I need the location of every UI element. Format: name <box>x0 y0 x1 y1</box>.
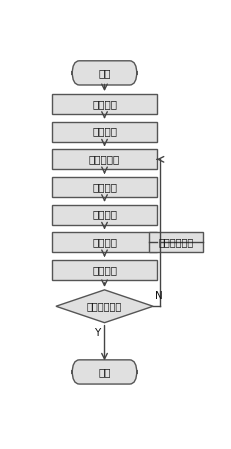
Text: 开始: 开始 <box>98 68 110 78</box>
FancyBboxPatch shape <box>52 122 156 142</box>
Text: 数据分析: 数据分析 <box>92 265 116 275</box>
Text: 充电环节: 充电环节 <box>92 182 116 192</box>
Text: 结束: 结束 <box>98 367 110 377</box>
Text: Y: Y <box>94 328 100 338</box>
FancyBboxPatch shape <box>52 260 156 280</box>
Text: 放电环节: 放电环节 <box>92 210 116 220</box>
Text: 系统初始化: 系统初始化 <box>88 154 120 164</box>
FancyBboxPatch shape <box>52 94 156 114</box>
Text: 消除残余电荷: 消除残余电荷 <box>158 238 193 247</box>
FancyBboxPatch shape <box>52 177 156 197</box>
Polygon shape <box>56 290 152 323</box>
FancyBboxPatch shape <box>52 150 156 169</box>
FancyBboxPatch shape <box>52 205 156 224</box>
Text: N: N <box>154 291 162 301</box>
FancyBboxPatch shape <box>72 61 136 85</box>
FancyBboxPatch shape <box>52 232 156 252</box>
FancyBboxPatch shape <box>149 232 203 252</box>
Text: 设置参数: 设置参数 <box>92 99 116 109</box>
FancyBboxPatch shape <box>72 360 136 384</box>
Text: 测量模块: 测量模块 <box>92 238 116 247</box>
Text: 启动程序: 启动程序 <box>92 127 116 136</box>
Text: 所有周期已测: 所有周期已测 <box>87 301 122 311</box>
